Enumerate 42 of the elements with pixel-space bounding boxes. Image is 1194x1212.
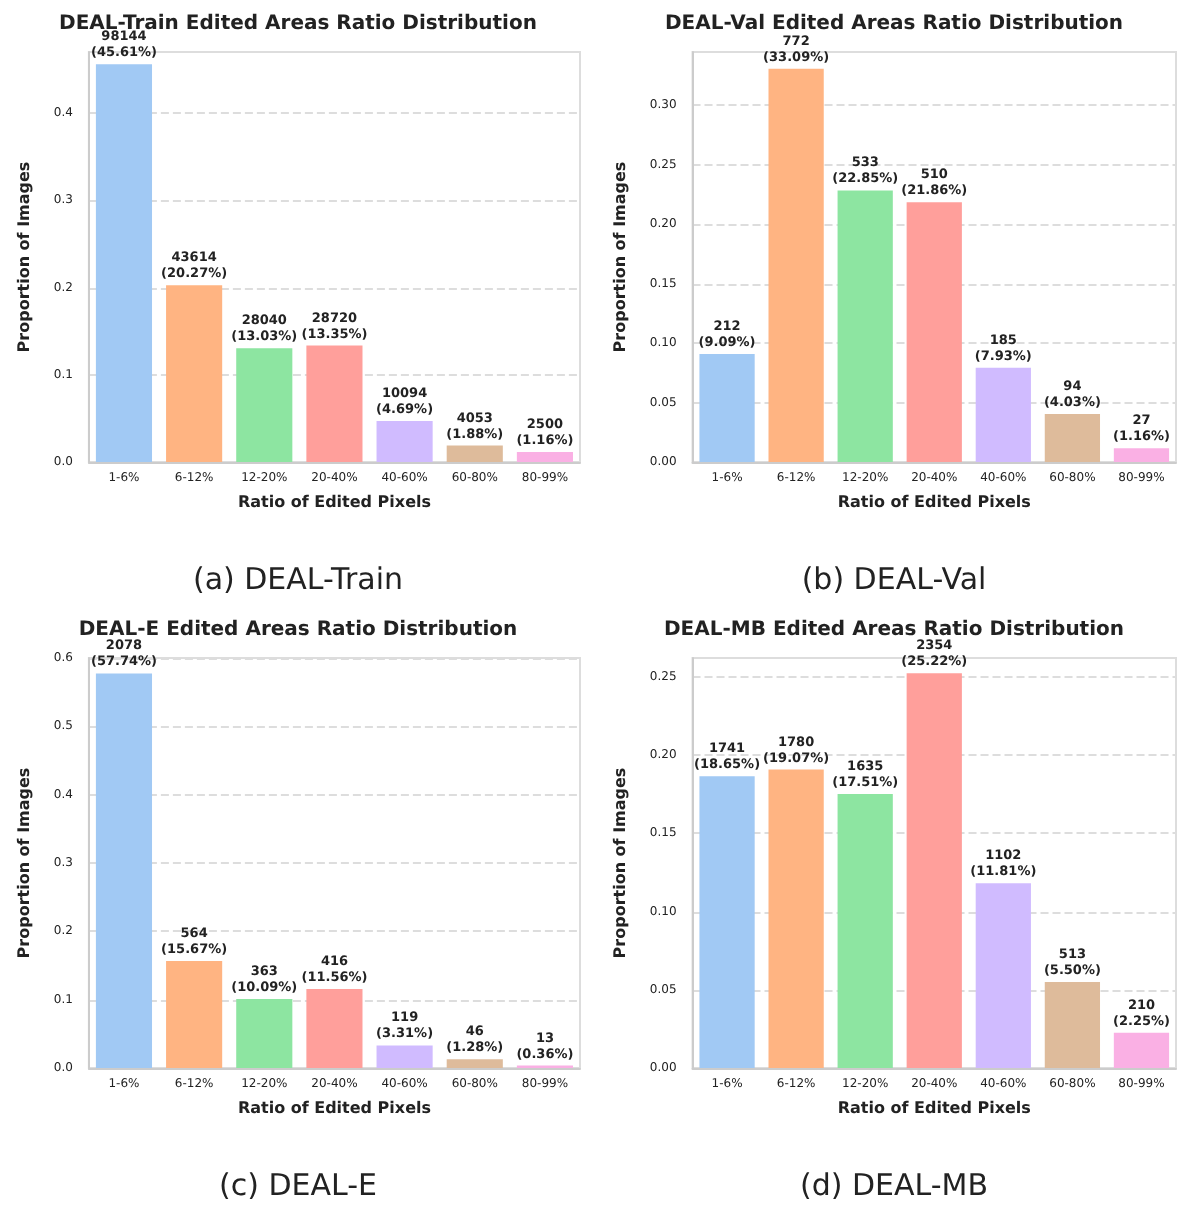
- bar: [95, 64, 153, 462]
- text: (d) DEAL-MB: [799, 1167, 989, 1203]
- bar: [906, 202, 962, 462]
- text: (c) DEAL-E: [219, 1167, 378, 1203]
- bar: [975, 883, 1031, 1068]
- bar: [446, 1059, 503, 1068]
- x-axis-title: Ratio of Edited Pixels: [837, 1099, 1032, 1117]
- bar: [306, 989, 363, 1068]
- bar: [446, 445, 503, 462]
- bar: [1113, 448, 1170, 462]
- bar: [166, 960, 223, 1068]
- bar: [768, 769, 824, 1068]
- x-axis-title: Ratio of Edited Pixels: [237, 1099, 432, 1117]
- bar: [699, 353, 755, 462]
- chart-title: DEAL-Val Edited Areas Ratio Distribution: [664, 13, 1124, 35]
- bar: [768, 68, 824, 462]
- x-axis-title: Ratio of Edited Pixels: [837, 493, 1032, 511]
- bar: [376, 1045, 433, 1068]
- bar: [95, 673, 153, 1068]
- y-axis-title: Proportion of Images: [15, 767, 33, 959]
- bar: [1044, 414, 1101, 462]
- bar: [975, 367, 1031, 462]
- chart-title: DEAL-MB Edited Areas Ratio Distribution: [663, 619, 1125, 641]
- text: (a) DEAL-Train: [192, 561, 404, 597]
- y-axis-title: Proportion of Images: [15, 161, 33, 353]
- bar: [837, 793, 893, 1068]
- bar: [1113, 1032, 1170, 1068]
- bar: [516, 451, 573, 462]
- y-axis-title: Proportion of Images: [611, 161, 629, 353]
- chart-title: DEAL-E Edited Areas Ratio Distribution: [78, 619, 518, 641]
- bar: [837, 190, 893, 462]
- bar: [1044, 981, 1101, 1068]
- bar: [236, 999, 293, 1068]
- x-axis-title: Ratio of Edited Pixels: [237, 493, 432, 511]
- bar: [166, 285, 223, 462]
- text: (b) DEAL-Val: [801, 561, 987, 597]
- bar: [236, 348, 293, 462]
- bar: [906, 673, 962, 1068]
- bar: [376, 421, 433, 462]
- y-axis-title: Proportion of Images: [611, 767, 629, 959]
- bar: [306, 345, 363, 462]
- bar: [699, 776, 755, 1068]
